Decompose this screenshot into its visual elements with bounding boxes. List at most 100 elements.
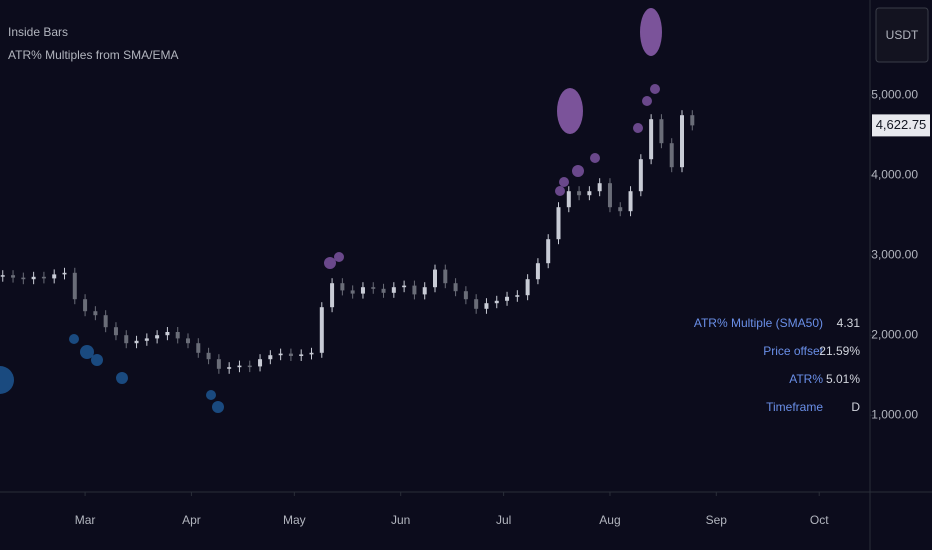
- candle-body: [93, 311, 98, 316]
- candle-body: [535, 263, 540, 280]
- y-tick-label: 2,000.00: [871, 327, 918, 341]
- candle-body: [227, 367, 232, 369]
- candle-body: [72, 272, 77, 300]
- candle-body: [556, 207, 561, 240]
- candle-body: [587, 191, 592, 196]
- bubble: [334, 252, 344, 262]
- bubble: [650, 84, 660, 94]
- candle-body: [258, 359, 263, 367]
- x-tick-label: Jun: [391, 513, 410, 527]
- candle-body: [546, 239, 551, 264]
- table-label: ATR% Multiple (SMA50): [694, 316, 823, 330]
- candle-body: [649, 119, 654, 160]
- x-tick-label: May: [283, 513, 306, 527]
- candle-body: [453, 283, 458, 292]
- candle-body: [124, 335, 129, 344]
- last-price-label: 4,622.75: [876, 117, 927, 132]
- bubble: [633, 123, 643, 133]
- table-label: ATR%: [789, 372, 823, 386]
- candle-body: [597, 183, 602, 192]
- candle-body: [41, 276, 46, 279]
- candle-body: [515, 295, 520, 297]
- candle-body: [103, 315, 108, 328]
- bubble: [559, 177, 569, 187]
- table-label: Timeframe: [766, 400, 823, 414]
- candle-body: [350, 290, 355, 294]
- candle-body: [268, 355, 273, 360]
- x-tick-label: Aug: [599, 513, 620, 527]
- candle-body: [21, 277, 26, 280]
- candle-body: [165, 332, 170, 336]
- candle-body: [638, 159, 643, 192]
- candle-body: [155, 335, 160, 339]
- candle-body: [525, 279, 530, 296]
- y-tick-label: 1,000.00: [871, 407, 918, 421]
- candle-body: [134, 340, 139, 344]
- candle-body: [247, 365, 252, 368]
- candle-body: [31, 276, 36, 280]
- bubble: [80, 345, 94, 359]
- candle-body: [474, 299, 479, 309]
- candle-body: [237, 365, 242, 368]
- signal-bubbles: [0, 8, 662, 413]
- currency-label[interactable]: USDT: [886, 28, 919, 42]
- bubble: [555, 186, 565, 196]
- candle-body: [0, 275, 5, 277]
- y-tick-label: 4,000.00: [871, 167, 918, 181]
- candle-body: [412, 285, 417, 295]
- y-tick-label: 3,000.00: [871, 247, 918, 261]
- candle-body: [62, 272, 67, 275]
- currency-button[interactable]: [875, 7, 929, 63]
- bubble: [324, 257, 336, 269]
- table-label: Price offset: [763, 344, 823, 358]
- candle-body: [206, 352, 211, 360]
- x-tick-label: Apr: [182, 513, 201, 527]
- x-tick-label: Jul: [496, 513, 511, 527]
- candle-body: [484, 303, 489, 309]
- bubble: [572, 165, 584, 177]
- candle-body: [443, 269, 448, 284]
- x-tick-label: Mar: [75, 513, 96, 527]
- candle-body: [690, 115, 695, 126]
- chart-subtitle: ATR% Multiples from SMA/EMA: [8, 48, 178, 62]
- candle-body: [628, 191, 633, 212]
- candle-body: [402, 285, 407, 288]
- chart-title: Inside Bars: [8, 25, 68, 39]
- table-value: 4.31: [837, 316, 861, 330]
- bubble: [557, 88, 583, 134]
- bubble: [212, 401, 224, 413]
- candle-body: [83, 299, 88, 312]
- candle-body: [309, 352, 314, 355]
- candle-body: [505, 296, 510, 301]
- candle-body: [113, 327, 118, 336]
- candle-body: [669, 143, 674, 168]
- bubble: [642, 96, 652, 106]
- candle-body: [175, 332, 180, 339]
- candle-body: [185, 338, 190, 344]
- candle-body: [52, 274, 57, 279]
- table-value: 5.01%: [826, 372, 860, 386]
- bubble: [590, 153, 600, 163]
- x-tick-label: Oct: [810, 513, 829, 527]
- candle-body: [391, 287, 396, 293]
- candle-body: [371, 287, 376, 289]
- candle-body: [463, 291, 468, 300]
- table-value: 21.59%: [819, 344, 860, 358]
- candle-body: [433, 269, 437, 288]
- bubble: [0, 366, 14, 394]
- bubble: [116, 372, 128, 384]
- candle-body: [216, 359, 221, 369]
- candle-body: [319, 307, 324, 353]
- candle-body: [360, 287, 365, 294]
- candle-body: [494, 300, 499, 304]
- candle-body: [381, 288, 386, 293]
- candle-body: [618, 207, 623, 212]
- y-tick-label: 5,000.00: [871, 87, 918, 101]
- candle-body: [196, 343, 201, 353]
- bubble: [640, 8, 662, 56]
- candle-body: [422, 287, 427, 295]
- candle-body: [288, 353, 293, 356]
- bubble: [69, 334, 79, 344]
- candle-body: [566, 191, 571, 208]
